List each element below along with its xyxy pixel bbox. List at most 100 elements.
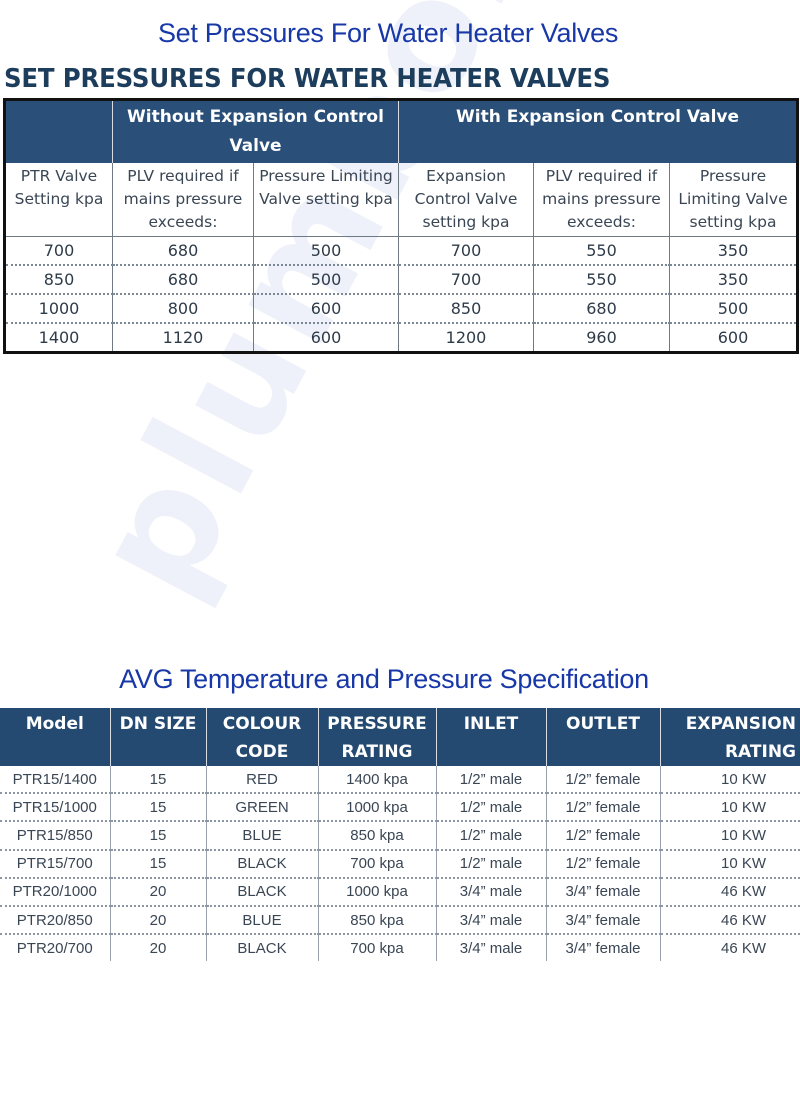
sub-header-row: PTR Valve Setting kpa PLV required if ma…: [5, 163, 798, 237]
table-cell: 550: [533, 236, 670, 265]
table-cell: 700 kpa: [317, 934, 436, 962]
table-cell: 850 kpa: [317, 905, 436, 936]
table-cell: 680: [112, 236, 254, 265]
spec-header-model: Model: [0, 708, 110, 766]
section-heading: SET PRESSURES FOR WATER HEATER VALVES: [4, 64, 611, 94]
table-cell: 10 KW: [659, 821, 800, 851]
table-cell: 1/2” female: [545, 793, 660, 823]
table-cell: 1/2” male: [435, 793, 546, 823]
table-cell: 700: [398, 236, 534, 265]
table-cell: 20: [109, 877, 206, 907]
table-cell: 700: [398, 264, 534, 294]
table-cell: 1000 kpa: [317, 793, 436, 823]
table-cell: PTR15/700: [0, 849, 110, 879]
table-cell: 15: [109, 821, 206, 851]
table-cell: 15: [109, 793, 206, 823]
table-cell: 1120: [112, 322, 254, 353]
table-cell: BLACK: [205, 877, 318, 907]
table-cell: 500: [253, 264, 399, 294]
table-cell: 3/4” female: [545, 905, 660, 936]
table-row: 700 680 500 700 550 350: [4, 236, 798, 265]
table-cell: BLACK: [205, 934, 318, 962]
table-cell: RED: [205, 766, 318, 795]
spec-title: AVG Temperature and Pressure Specificati…: [119, 664, 649, 694]
sub-header-ecv-setting: Expansion Control Valve setting kpa: [398, 163, 534, 237]
table-cell: 3/4” male: [435, 905, 546, 936]
table-row: 1400 1120 600 1200 960 600: [4, 322, 798, 353]
table-cell: 1/2” female: [545, 821, 660, 851]
sub-header-plv-setting-ecv: Pressure Limiting Valve setting kpa: [668, 163, 798, 237]
table-cell: 960: [533, 322, 670, 353]
spec-header-pressure-rating: PRESSURE RATING: [317, 708, 436, 766]
table-cell: 20: [109, 905, 206, 936]
table-cell: PTR15/1000: [0, 793, 110, 823]
table-cell: 3/4” male: [435, 934, 546, 962]
table-cell: 1/2” male: [435, 766, 546, 795]
table-cell: 500: [253, 236, 399, 265]
group-header-without-ecv: Without Expansion Control Valve: [112, 99, 399, 163]
table-cell: 1000: [4, 293, 113, 323]
table-cell: 20: [109, 934, 206, 962]
table-cell: 46 KW: [659, 905, 800, 936]
table-row: PTR15/1000 15 GREEN 1000 kpa 1/2” male 1/2” f…: [0, 793, 800, 823]
table-cell: 850: [4, 264, 113, 294]
table-cell: BLUE: [205, 821, 318, 851]
table-cell: 550: [533, 264, 670, 294]
spec-header-expansion-rating: EXPANSION RATING: [659, 708, 800, 766]
table-cell: 3/4” female: [545, 934, 660, 962]
group-header-row: Without Expansion Control Valve With Exp…: [4, 99, 798, 163]
table-cell: 1/2” male: [435, 821, 546, 851]
table-row: PTR15/1400 15 RED 1400 kpa 1/2” male 1/2” fem…: [0, 766, 800, 795]
table-cell: 680: [112, 264, 254, 294]
table-cell: 850 kpa: [317, 821, 436, 851]
table-row: PTR20/850 20 BLUE 850 kpa 3/4” male 3/4” fema…: [0, 905, 800, 936]
table-row: 850 680 500 700 550 350: [4, 264, 798, 294]
table-cell: 15: [109, 766, 206, 795]
spec-header-dn-size: DN SIZE: [109, 708, 206, 766]
sub-header-plv-required-ecv: PLV required if mains pressure exceeds:: [533, 163, 670, 237]
table-cell: 10 KW: [659, 793, 800, 823]
table-cell: 1/2” male: [435, 849, 546, 879]
table-cell: PTR15/1400: [0, 766, 110, 795]
sub-header-ptr-setting: PTR Valve Setting kpa: [14, 167, 104, 208]
table-cell: PTR20/850: [0, 905, 110, 936]
group-header-empty: [4, 99, 113, 163]
table-cell: 1/2” female: [545, 849, 660, 879]
table-cell: BLUE: [205, 905, 318, 936]
table-cell: 700: [4, 236, 113, 265]
table-cell: 1200: [398, 322, 534, 353]
table-row: PTR20/1000 20 BLACK 1000 kpa 3/4” male 3/4” f…: [0, 877, 800, 907]
avg-spec-table: Model DN SIZE COLOUR CODE PRESSURE RATIN…: [0, 708, 800, 962]
table-cell: 15: [109, 849, 206, 879]
table-cell: 10 KW: [659, 849, 800, 879]
table-cell: BLACK: [205, 849, 318, 879]
table-cell: PTR20/700: [16, 939, 93, 957]
table-cell: 350: [668, 264, 798, 294]
table-row: PTR15/700 15 BLACK 700 kpa 1/2” male 1/2” fem…: [0, 849, 800, 879]
table-cell: 3/4” male: [435, 877, 546, 907]
sub-header-plv-required: PLV required if mains pressure exceeds:: [112, 163, 254, 237]
group-header-with-ecv: With Expansion Control Valve: [397, 99, 798, 163]
table-cell: 1000 kpa: [317, 877, 436, 907]
table-row: PTR20/700 20 BLACK 700 kpa 3/4” male 3/4” fem…: [0, 934, 800, 962]
table-cell: GREEN: [205, 793, 318, 823]
table-cell: 350: [668, 236, 798, 265]
table-cell: 600: [253, 293, 399, 323]
table-cell: PTR20/1000: [0, 877, 110, 907]
table-cell: 500: [668, 293, 798, 323]
page-title: Set Pressures For Water Heater Valves: [157, 18, 619, 48]
sub-header-plv-setting: Pressure Limiting Valve setting kpa: [253, 163, 399, 237]
table-cell: PTR15/850: [0, 821, 110, 851]
table-cell: 700 kpa: [317, 849, 436, 879]
spec-header-outlet: OUTLET: [545, 708, 660, 766]
table-cell: 46 KW: [659, 877, 800, 907]
table-cell: 1400: [4, 322, 113, 353]
table-cell: 600: [253, 322, 399, 353]
table-row: 1000 800 600 850 680 500: [4, 293, 798, 323]
table-cell: 850: [398, 293, 534, 323]
table-row: PTR15/850 15 BLUE 850 kpa 1/2” male 1/2” fema…: [0, 821, 800, 851]
table-cell: 800: [112, 293, 254, 323]
table-cell: 46 KW: [659, 934, 800, 962]
table-cell: 1/2” female: [545, 766, 660, 795]
spec-header-row: Model DN SIZE COLOUR CODE PRESSURE RATIN…: [0, 708, 800, 766]
